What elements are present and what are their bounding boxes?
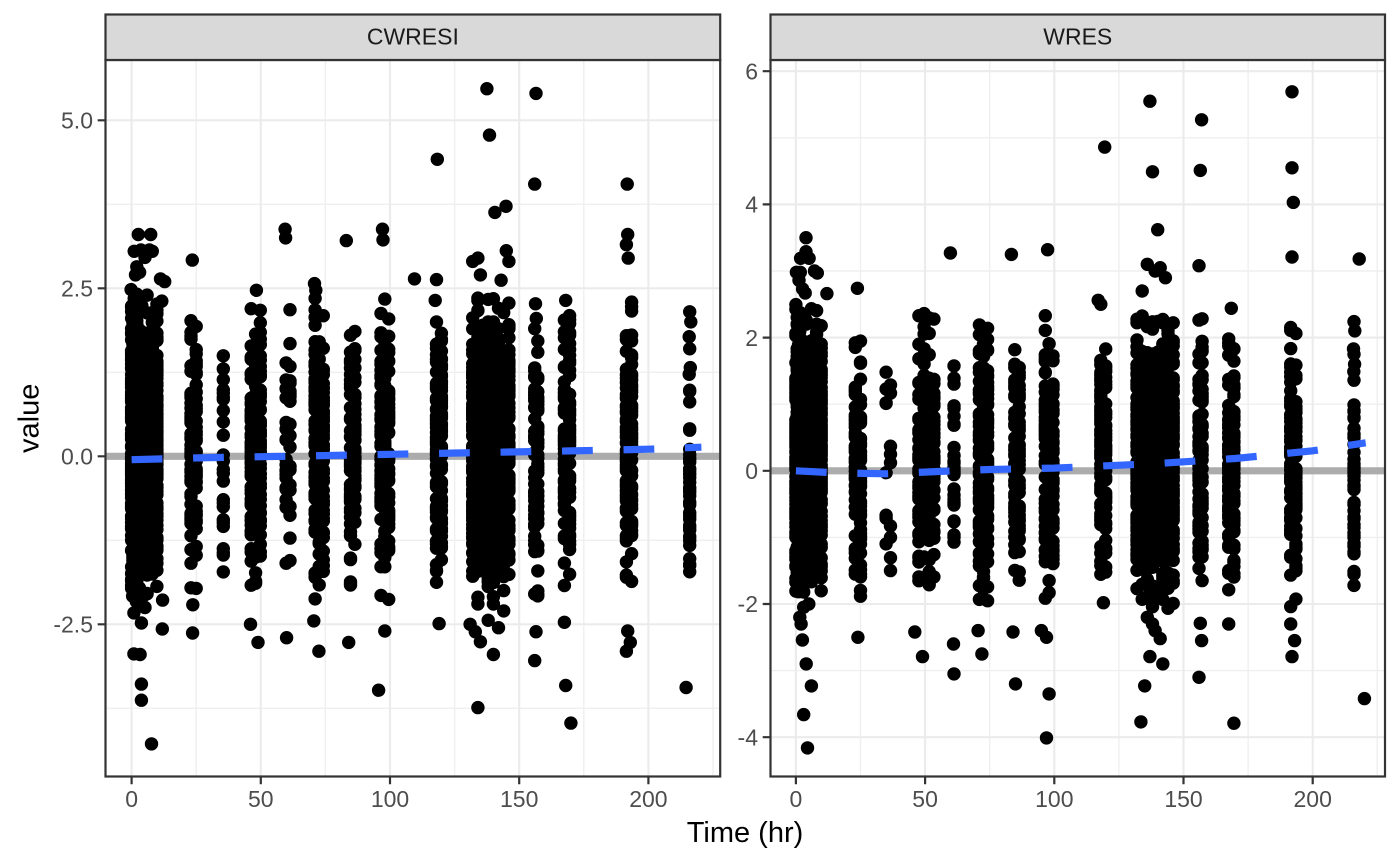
svg-text:150: 150 xyxy=(1164,786,1202,812)
svg-text:-2.5: -2.5 xyxy=(53,612,93,638)
svg-text:0: 0 xyxy=(790,786,803,812)
svg-text:150: 150 xyxy=(500,786,538,812)
svg-text:0.0: 0.0 xyxy=(61,444,93,470)
svg-text:50: 50 xyxy=(912,786,938,812)
svg-text:WRES: WRES xyxy=(1043,24,1112,50)
svg-text:6: 6 xyxy=(745,58,758,84)
svg-text:CWRESI: CWRESI xyxy=(367,24,459,50)
svg-text:-4: -4 xyxy=(738,724,759,750)
svg-text:0: 0 xyxy=(745,458,758,484)
svg-text:4: 4 xyxy=(745,192,758,218)
svg-text:2: 2 xyxy=(745,325,758,351)
svg-text:100: 100 xyxy=(1035,786,1073,812)
svg-text:value: value xyxy=(14,384,46,453)
svg-text:2.5: 2.5 xyxy=(61,276,93,302)
svg-text:Time (hr): Time (hr) xyxy=(687,817,804,849)
svg-text:-2: -2 xyxy=(738,591,758,617)
svg-text:100: 100 xyxy=(371,786,409,812)
svg-text:5.0: 5.0 xyxy=(61,108,93,134)
svg-text:200: 200 xyxy=(1294,786,1332,812)
svg-text:0: 0 xyxy=(125,786,138,812)
svg-text:50: 50 xyxy=(248,786,274,812)
svg-text:200: 200 xyxy=(629,786,667,812)
